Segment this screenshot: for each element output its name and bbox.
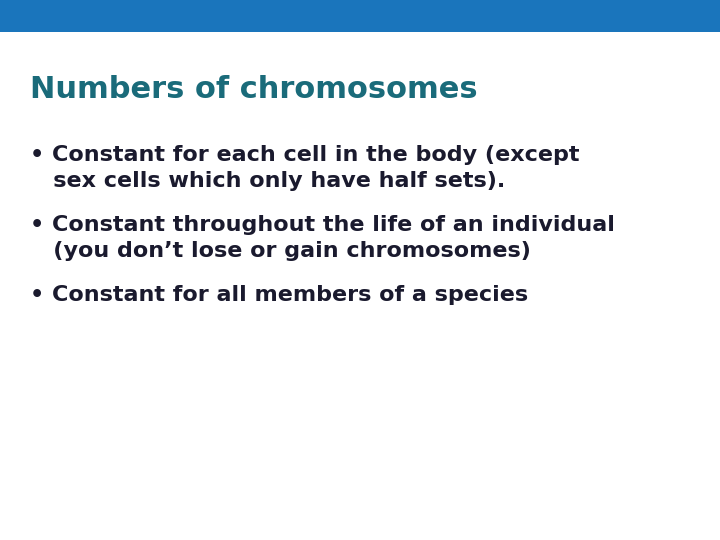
Text: (you don’t lose or gain chromosomes): (you don’t lose or gain chromosomes) (30, 241, 531, 261)
Text: • Constant throughout the life of an individual: • Constant throughout the life of an ind… (30, 215, 615, 235)
Bar (0, 0, 720, 32)
Text: Numbers of chromosomes: Numbers of chromosomes (30, 75, 477, 104)
Text: • Constant for each cell in the body (except: • Constant for each cell in the body (ex… (30, 145, 580, 165)
Text: • Constant for all members of a species: • Constant for all members of a species (30, 285, 528, 305)
Text: sex cells which only have half sets).: sex cells which only have half sets). (30, 171, 505, 191)
